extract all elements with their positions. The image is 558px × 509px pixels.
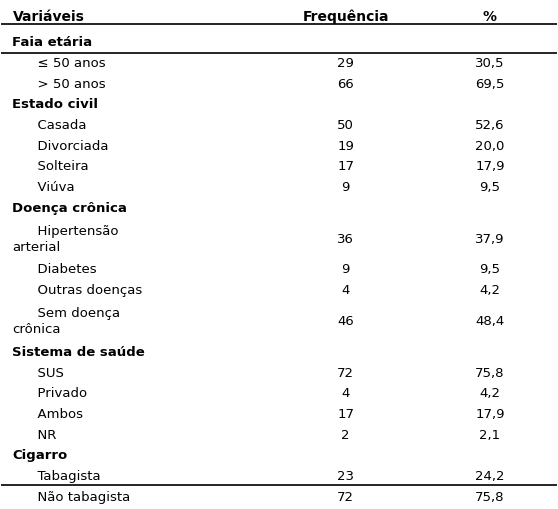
Text: Estado civil: Estado civil bbox=[12, 98, 99, 111]
Text: 4: 4 bbox=[341, 284, 350, 297]
Text: 24,2: 24,2 bbox=[475, 470, 505, 483]
Text: 30,5: 30,5 bbox=[475, 57, 505, 70]
Text: 17,9: 17,9 bbox=[475, 408, 505, 421]
Text: 4,2: 4,2 bbox=[479, 387, 501, 401]
Text: Cigarro: Cigarro bbox=[12, 449, 68, 463]
Text: 2: 2 bbox=[341, 429, 350, 442]
Text: Sistema de saúde: Sistema de saúde bbox=[12, 346, 145, 359]
Text: 37,9: 37,9 bbox=[475, 233, 505, 245]
Text: 9: 9 bbox=[341, 181, 350, 194]
Text: 75,8: 75,8 bbox=[475, 367, 505, 380]
Text: Casada: Casada bbox=[12, 119, 87, 132]
Text: 19: 19 bbox=[337, 139, 354, 153]
Text: Privado: Privado bbox=[12, 387, 88, 401]
Text: 23: 23 bbox=[337, 470, 354, 483]
Text: Não tabagista: Não tabagista bbox=[12, 491, 131, 504]
Text: Divorciada: Divorciada bbox=[12, 139, 109, 153]
Text: 17: 17 bbox=[337, 408, 354, 421]
Text: Variáveis: Variáveis bbox=[12, 10, 84, 24]
Text: 2,1: 2,1 bbox=[479, 429, 501, 442]
Text: 4,2: 4,2 bbox=[479, 284, 501, 297]
Text: SUS: SUS bbox=[12, 367, 64, 380]
Text: 46: 46 bbox=[337, 315, 354, 328]
Text: Faia etária: Faia etária bbox=[12, 36, 93, 49]
Text: %: % bbox=[483, 10, 497, 24]
Text: 9,5: 9,5 bbox=[479, 264, 501, 276]
Text: 4: 4 bbox=[341, 387, 350, 401]
Text: 29: 29 bbox=[337, 57, 354, 70]
Text: 48,4: 48,4 bbox=[475, 315, 504, 328]
Text: 20,0: 20,0 bbox=[475, 139, 504, 153]
Text: Sem doença
crônica: Sem doença crônica bbox=[12, 307, 121, 336]
Text: Solteira: Solteira bbox=[12, 160, 89, 173]
Text: 75,8: 75,8 bbox=[475, 491, 505, 504]
Text: Tabagista: Tabagista bbox=[12, 470, 101, 483]
Text: ≤ 50 anos: ≤ 50 anos bbox=[12, 57, 106, 70]
Text: 66: 66 bbox=[337, 77, 354, 91]
Text: Doença crônica: Doença crônica bbox=[12, 202, 127, 214]
Text: > 50 anos: > 50 anos bbox=[12, 77, 106, 91]
Text: 69,5: 69,5 bbox=[475, 77, 504, 91]
Text: NR: NR bbox=[12, 429, 57, 442]
Text: 17: 17 bbox=[337, 160, 354, 173]
Text: Outras doenças: Outras doenças bbox=[12, 284, 143, 297]
Text: 50: 50 bbox=[337, 119, 354, 132]
Text: 9: 9 bbox=[341, 264, 350, 276]
Text: 9,5: 9,5 bbox=[479, 181, 501, 194]
Text: Diabetes: Diabetes bbox=[12, 264, 97, 276]
Text: 17,9: 17,9 bbox=[475, 160, 505, 173]
Text: Viúva: Viúva bbox=[12, 181, 75, 194]
Text: Hipertensão
arterial: Hipertensão arterial bbox=[12, 224, 119, 253]
Text: Frequência: Frequência bbox=[302, 10, 389, 24]
Text: Ambos: Ambos bbox=[12, 408, 84, 421]
Text: 52,6: 52,6 bbox=[475, 119, 505, 132]
Text: 72: 72 bbox=[337, 491, 354, 504]
Text: 36: 36 bbox=[337, 233, 354, 245]
Text: 72: 72 bbox=[337, 367, 354, 380]
